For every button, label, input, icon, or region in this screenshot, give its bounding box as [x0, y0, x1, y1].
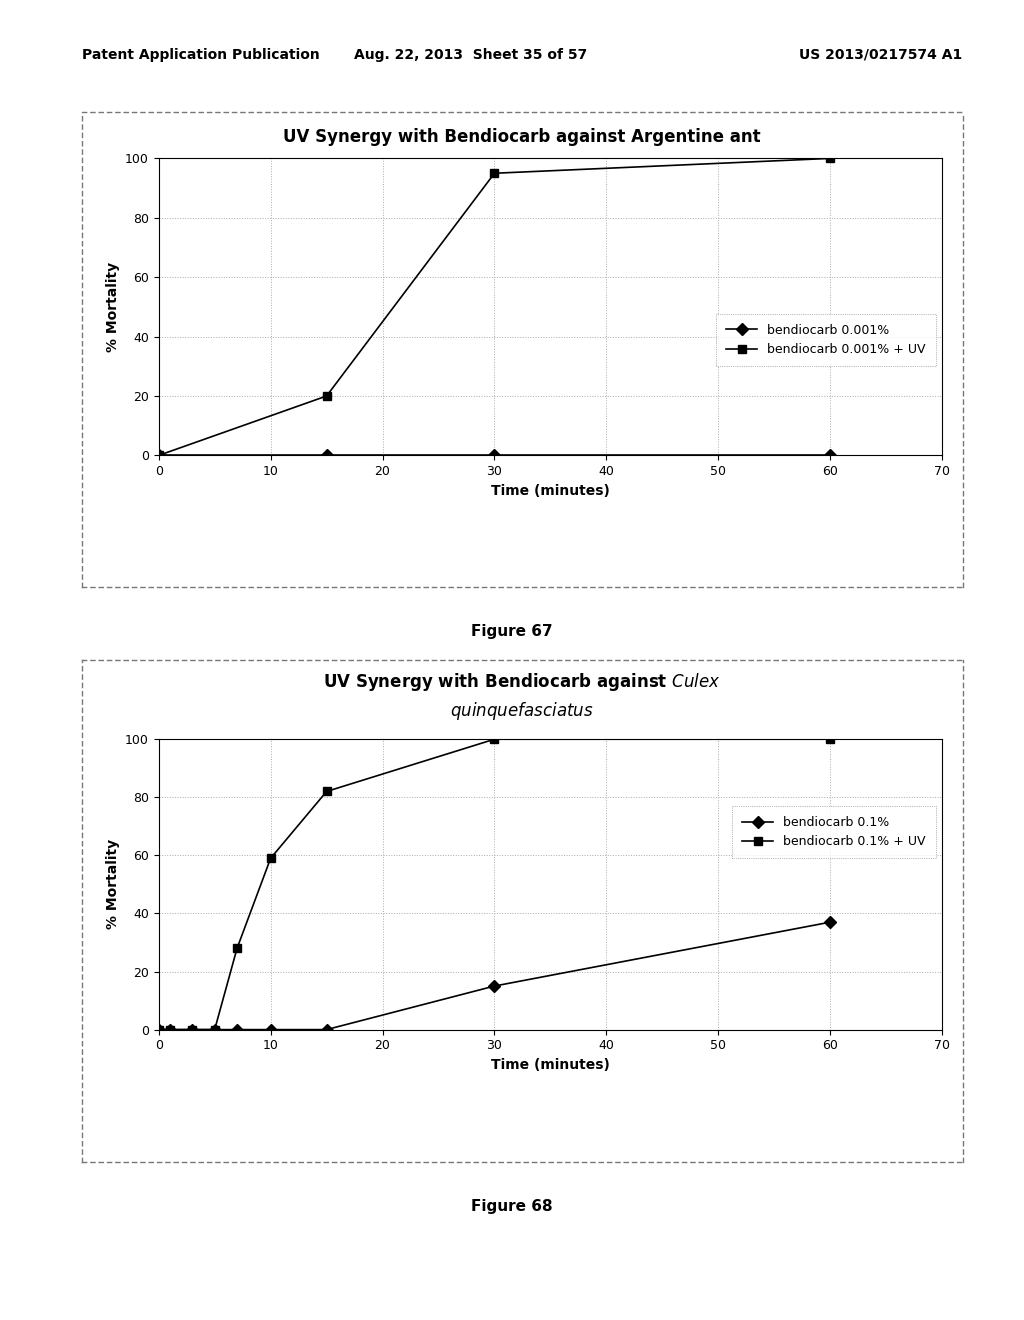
Legend: bendiocarb 0.1%, bendiocarb 0.1% + UV: bendiocarb 0.1%, bendiocarb 0.1% + UV [732, 807, 936, 858]
Line: bendiocarb 0.1%: bendiocarb 0.1% [155, 917, 835, 1034]
Line: bendiocarb 0.001% + UV: bendiocarb 0.001% + UV [155, 154, 835, 459]
bendiocarb 0.1% [824, 915, 837, 931]
bendiocarb 0.1% [321, 1022, 333, 1038]
bendiocarb 0.1% [164, 1022, 176, 1038]
bendiocarb 0.001% + UV [321, 388, 333, 404]
bendiocarb 0.001% + UV [488, 165, 501, 181]
bendiocarb 0.001% [321, 447, 333, 463]
bendiocarb 0.1% + UV [264, 850, 276, 866]
Line: bendiocarb 0.1% + UV: bendiocarb 0.1% + UV [155, 735, 835, 1034]
X-axis label: Time (minutes): Time (minutes) [490, 1057, 610, 1072]
bendiocarb 0.1% [186, 1022, 199, 1038]
bendiocarb 0.001% [153, 447, 165, 463]
bendiocarb 0.1% [264, 1022, 276, 1038]
bendiocarb 0.1% + UV [824, 731, 837, 747]
Text: $\mathbf{\it{quinquefasciatus}}$: $\mathbf{\it{quinquefasciatus}}$ [451, 700, 594, 722]
Y-axis label: % Mortality: % Mortality [105, 261, 120, 352]
Text: Aug. 22, 2013  Sheet 35 of 57: Aug. 22, 2013 Sheet 35 of 57 [354, 48, 588, 62]
Text: Figure 67: Figure 67 [471, 624, 553, 639]
bendiocarb 0.1% + UV [488, 731, 501, 747]
Text: US 2013/0217574 A1: US 2013/0217574 A1 [800, 48, 963, 62]
bendiocarb 0.1% [230, 1022, 244, 1038]
Legend: bendiocarb 0.001%, bendiocarb 0.001% + UV: bendiocarb 0.001%, bendiocarb 0.001% + U… [716, 314, 936, 366]
bendiocarb 0.1% [209, 1022, 221, 1038]
Text: UV Synergy with Bendiocarb against $\mathbf{\it{Culex}}$: UV Synergy with Bendiocarb against $\mat… [324, 671, 721, 693]
Y-axis label: % Mortality: % Mortality [105, 840, 120, 929]
bendiocarb 0.1% + UV [186, 1022, 199, 1038]
bendiocarb 0.1% [153, 1022, 165, 1038]
bendiocarb 0.1% + UV [209, 1022, 221, 1038]
Text: Figure 68: Figure 68 [471, 1199, 553, 1213]
bendiocarb 0.001% + UV [153, 447, 165, 463]
bendiocarb 0.001% [824, 447, 837, 463]
Text: Patent Application Publication: Patent Application Publication [82, 48, 319, 62]
Text: UV Synergy with Bendiocarb against Argentine ant: UV Synergy with Bendiocarb against Argen… [284, 128, 761, 147]
bendiocarb 0.001% + UV [824, 150, 837, 166]
bendiocarb 0.1% + UV [321, 784, 333, 800]
bendiocarb 0.1% + UV [164, 1022, 176, 1038]
X-axis label: Time (minutes): Time (minutes) [490, 483, 610, 498]
Line: bendiocarb 0.001%: bendiocarb 0.001% [155, 451, 835, 459]
bendiocarb 0.1% [488, 978, 501, 994]
bendiocarb 0.1% + UV [153, 1022, 165, 1038]
bendiocarb 0.001% [488, 447, 501, 463]
bendiocarb 0.1% + UV [230, 940, 244, 956]
